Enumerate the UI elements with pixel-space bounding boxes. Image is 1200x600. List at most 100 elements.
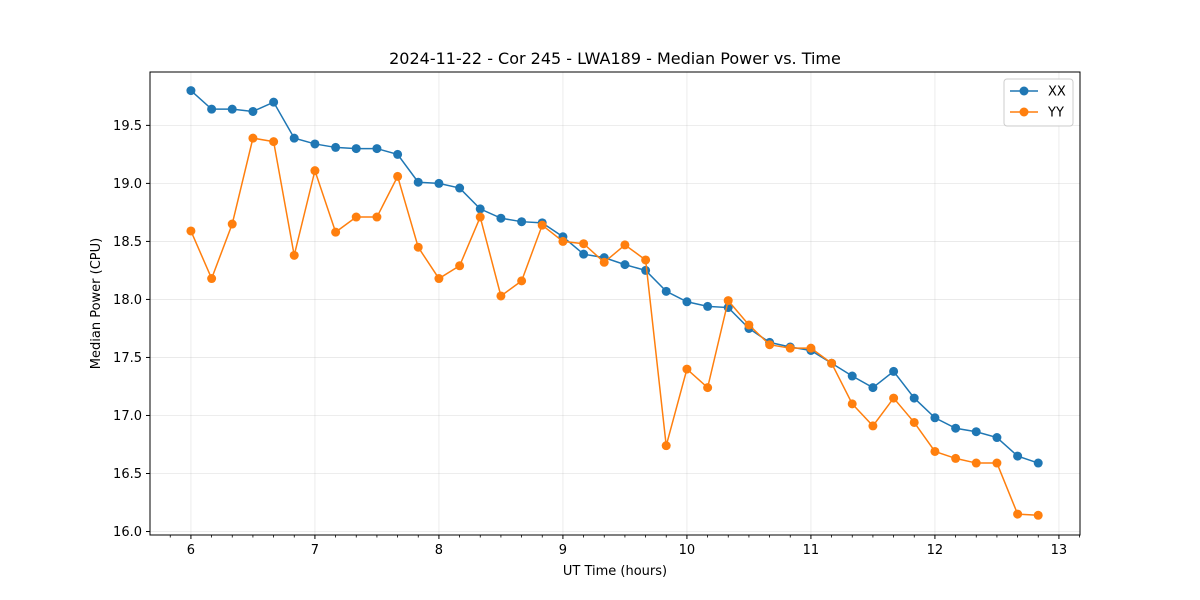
data-point-xx xyxy=(186,86,196,96)
y-tick-label: 18.0 xyxy=(113,293,142,308)
data-point-yy xyxy=(434,274,444,284)
data-point-yy xyxy=(785,343,795,353)
data-point-xx xyxy=(269,97,279,107)
data-point-yy xyxy=(351,212,361,222)
data-point-xx xyxy=(703,301,713,311)
data-point-xx xyxy=(475,204,485,214)
x-axis-label: UT Time (hours) xyxy=(563,564,667,579)
data-point-yy xyxy=(744,320,754,330)
data-point-yy xyxy=(909,417,919,427)
data-point-xx xyxy=(641,265,651,275)
data-point-xx xyxy=(682,297,692,307)
data-point-yy xyxy=(765,340,775,350)
x-tick-label: 10 xyxy=(679,543,696,558)
data-point-xx xyxy=(992,433,1002,443)
grid-layer xyxy=(150,72,1080,535)
data-point-yy xyxy=(186,226,196,236)
data-point-xx xyxy=(1013,451,1023,461)
x-tick-label: 8 xyxy=(435,543,443,558)
data-point-xx xyxy=(661,286,671,296)
data-point-xx xyxy=(455,183,465,193)
data-point-yy xyxy=(393,171,403,181)
data-point-xx xyxy=(868,383,878,393)
data-point-yy xyxy=(227,219,237,229)
x-tick-label: 6 xyxy=(187,543,195,558)
legend-label-xx: XX xyxy=(1048,85,1066,100)
x-tick-label: 12 xyxy=(927,543,944,558)
data-point-yy xyxy=(558,236,568,246)
x-tick-label: 7 xyxy=(311,543,319,558)
series-layer xyxy=(186,86,1043,520)
data-point-yy xyxy=(496,291,506,301)
y-tick-label: 19.0 xyxy=(113,177,142,192)
data-point-yy xyxy=(269,137,279,147)
data-point-yy xyxy=(331,227,341,237)
data-point-yy xyxy=(475,212,485,222)
data-point-xx xyxy=(909,393,919,403)
data-point-xx xyxy=(372,144,382,154)
data-point-yy xyxy=(517,276,527,286)
legend: XX YY xyxy=(1003,78,1074,127)
x-tick-label: 13 xyxy=(1051,543,1068,558)
data-point-yy xyxy=(310,166,320,176)
y-tick-label: 18.5 xyxy=(113,235,142,250)
data-point-yy xyxy=(889,393,899,403)
data-point-yy xyxy=(372,212,382,222)
data-point-xx xyxy=(847,371,857,381)
data-point-yy xyxy=(951,453,961,463)
data-point-yy xyxy=(930,446,940,456)
data-point-yy xyxy=(455,261,465,271)
ticks-layer: 6 7 8 9 10 11 12 13 16.0 16.5 17.0 17.5 18.0 18.5 19.0… xyxy=(113,119,1080,558)
x-tick-label: 9 xyxy=(559,543,567,558)
data-point-yy xyxy=(682,364,692,374)
legend-marker-xx xyxy=(1019,86,1029,96)
data-point-yy xyxy=(1013,509,1023,519)
data-point-xx xyxy=(930,413,940,423)
y-axis-label: Median Power (CPU) xyxy=(89,238,104,369)
data-point-yy xyxy=(847,399,857,409)
data-point-yy xyxy=(1033,510,1043,520)
data-point-yy xyxy=(868,421,878,431)
y-tick-label: 17.5 xyxy=(113,351,142,366)
data-point-yy xyxy=(723,296,733,306)
data-point-xx xyxy=(496,213,506,223)
legend-label-yy: YY xyxy=(1047,106,1064,121)
data-point-xx xyxy=(1033,458,1043,468)
y-tick-label: 17.0 xyxy=(113,409,142,424)
data-point-xx xyxy=(971,427,981,437)
series-line-yy xyxy=(190,137,1039,517)
data-point-yy xyxy=(537,220,547,230)
data-point-xx xyxy=(207,104,217,114)
data-point-yy xyxy=(413,242,423,252)
data-point-xx xyxy=(331,142,341,152)
data-point-yy xyxy=(827,358,837,368)
data-point-xx xyxy=(620,260,630,270)
legend-marker-yy xyxy=(1019,107,1029,117)
data-point-yy xyxy=(248,133,258,143)
data-point-yy xyxy=(661,441,671,451)
data-point-xx xyxy=(951,423,961,433)
y-tick-label: 19.5 xyxy=(113,119,142,134)
data-point-xx xyxy=(413,177,423,187)
data-point-xx xyxy=(393,149,403,159)
x-tick-label: 11 xyxy=(803,543,820,558)
data-point-xx xyxy=(434,178,444,188)
chart-title: 2024-11-22 - Cor 245 - LWA189 - Median P… xyxy=(389,49,841,68)
plot-area-frame xyxy=(149,71,1081,536)
y-tick-label: 16.5 xyxy=(113,467,142,482)
data-point-xx xyxy=(351,144,361,154)
data-point-xx xyxy=(310,139,320,149)
data-point-yy xyxy=(289,250,299,260)
data-point-yy xyxy=(703,383,713,393)
data-point-yy xyxy=(599,257,609,267)
data-point-xx xyxy=(889,366,899,376)
data-point-yy xyxy=(971,458,981,468)
data-point-yy xyxy=(207,274,217,284)
y-tick-label: 16.0 xyxy=(113,525,142,540)
data-point-xx xyxy=(517,217,527,227)
data-point-xx xyxy=(227,104,237,114)
data-point-yy xyxy=(620,240,630,250)
data-point-yy xyxy=(579,239,589,249)
data-point-xx xyxy=(248,106,258,116)
